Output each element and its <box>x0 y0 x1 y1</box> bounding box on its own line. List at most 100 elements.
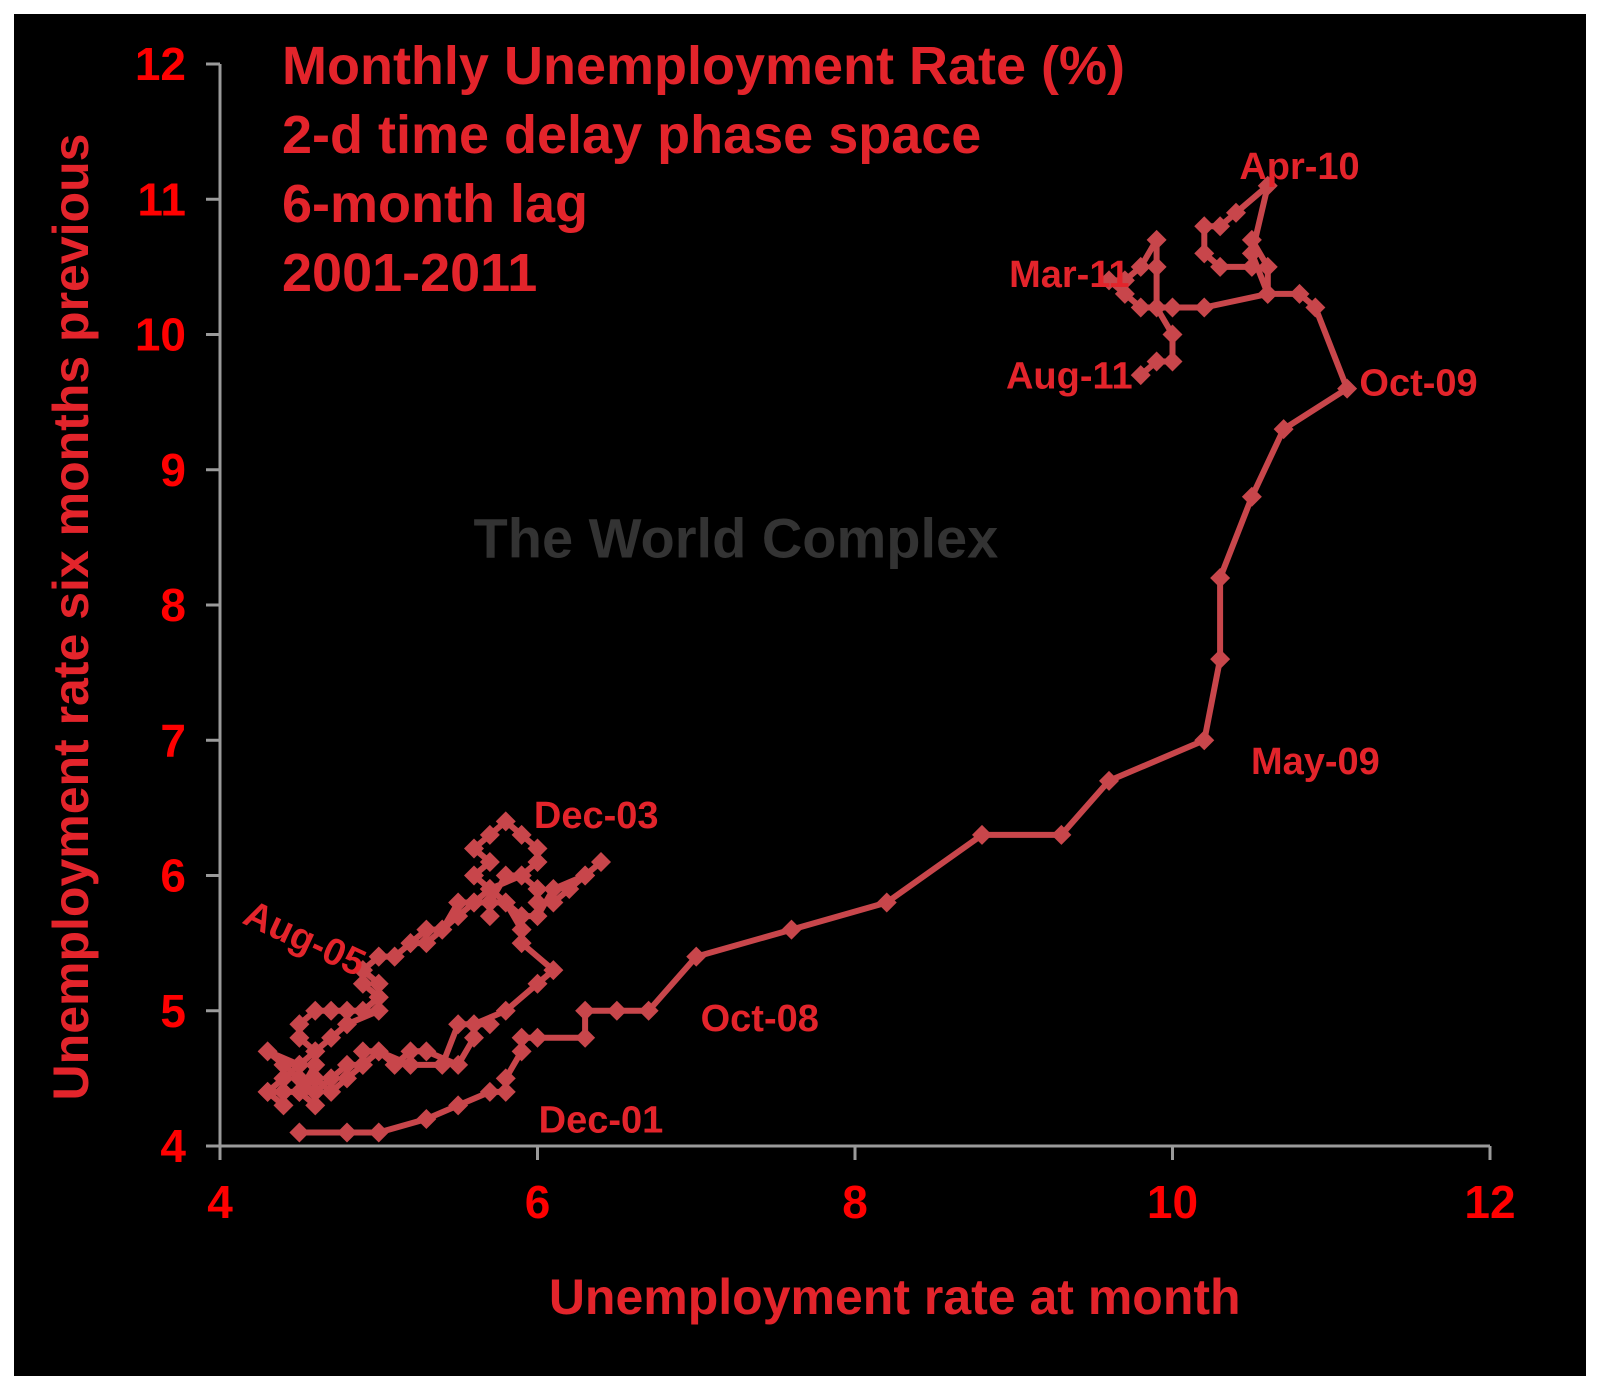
data-point-marker <box>1114 270 1135 291</box>
data-point-marker <box>337 1014 357 1035</box>
data-point-marker <box>575 1027 596 1048</box>
data-point-marker <box>479 879 500 900</box>
data-point-marker <box>575 865 596 886</box>
data-point-marker <box>305 1041 326 1062</box>
data-point-marker <box>527 851 548 872</box>
title-line-1: Monthly Unemployment Rate (%) <box>282 36 1125 96</box>
x-tick-label: 12 <box>1464 1176 1515 1228</box>
x-tick-label: 4 <box>207 1176 233 1228</box>
data-point-marker <box>1210 649 1231 670</box>
y-tick-label: 11 <box>137 173 186 225</box>
data-point-marker <box>273 1054 294 1075</box>
y-axis-title: Unemployment rate six months previous <box>43 134 99 1101</box>
data-point-marker <box>511 824 532 845</box>
data-point-marker <box>368 1122 389 1143</box>
data-point-marker <box>384 1054 405 1075</box>
y-tick-label: 6 <box>160 850 186 902</box>
data-point-marker <box>1130 297 1151 318</box>
data-point-marker <box>1162 351 1183 372</box>
data-point-marker <box>511 1027 532 1048</box>
data-point-marker <box>527 1027 548 1048</box>
annotation-label: Aug-05 <box>237 893 371 985</box>
data-point-marker <box>400 1054 421 1075</box>
data-point-marker <box>495 892 516 913</box>
data-point-marker <box>543 879 564 900</box>
data-point-marker <box>1194 730 1215 751</box>
data-point-marker <box>1241 486 1262 507</box>
data-point-marker <box>337 1000 357 1021</box>
data-point-marker <box>448 1014 469 1035</box>
data-point-marker <box>416 919 437 940</box>
data-point-marker <box>511 906 532 927</box>
data-point-marker <box>257 1041 278 1062</box>
data-point-marker <box>1194 216 1215 237</box>
chart-frame: The World Complex 4 5 6 7 8 9 10 11 12 4 6 8 10 12 Une… <box>14 14 1586 1376</box>
data-point-marker <box>305 1068 326 1089</box>
data-point-marker <box>273 1081 294 1102</box>
data-point-marker <box>527 892 548 913</box>
data-point-marker <box>686 946 707 967</box>
x-axis-title: Unemployment rate at month <box>549 1269 1241 1325</box>
data-point-marker <box>352 1000 373 1021</box>
data-point-marker <box>1210 567 1231 588</box>
data-point-marker <box>638 1000 659 1021</box>
data-point-marker <box>1337 378 1358 399</box>
data-point-marker <box>448 1054 469 1075</box>
title-line-4: 2001-2011 <box>282 243 537 303</box>
data-point-marker <box>527 838 548 859</box>
data-point-marker <box>495 1000 516 1021</box>
data-point-marker <box>1241 256 1262 277</box>
data-point-marker <box>575 1000 596 1021</box>
data-point-marker <box>559 879 580 900</box>
data-point-marker <box>781 919 802 940</box>
data-point-marker <box>479 851 500 872</box>
data-point-marker <box>257 1081 278 1102</box>
data-point-marker <box>1099 270 1119 291</box>
x-tick-label: 8 <box>842 1176 868 1228</box>
data-point-marker <box>1273 419 1294 440</box>
data-point-marker <box>495 1068 516 1089</box>
data-point-marker <box>368 1000 389 1021</box>
data-point-marker <box>1146 229 1167 250</box>
data-point-marker <box>1257 175 1278 196</box>
data-point-marker <box>352 973 373 994</box>
data-point-marker <box>448 892 469 913</box>
watermark-text: The World Complex <box>474 506 999 569</box>
data-point-marker <box>448 906 469 927</box>
data-point-marker <box>495 865 516 886</box>
annotation-label: Dec-01 <box>539 1099 664 1141</box>
data-point-marker <box>305 1081 326 1102</box>
data-point-marker <box>289 1054 310 1075</box>
data-point-marker <box>321 1027 342 1048</box>
phase-space-chart: The World Complex 4 5 6 7 8 9 10 11 12 4 6 8 10 12 Une… <box>43 36 1516 1325</box>
data-point-marker <box>416 933 437 954</box>
data-point-marker <box>416 1108 437 1129</box>
data-point-marker <box>479 906 500 927</box>
data-point-marker <box>289 1122 310 1143</box>
y-tick-label: 7 <box>160 714 186 766</box>
data-point-marker <box>1194 297 1215 318</box>
data-point-marker <box>400 933 421 954</box>
data-point-marker <box>464 1014 484 1035</box>
data-point-marker <box>464 865 484 886</box>
y-tick-label: 10 <box>135 309 186 361</box>
data-point-marker <box>1114 283 1135 304</box>
data-point-marker <box>1289 283 1310 304</box>
data-point-marker <box>321 1081 342 1102</box>
data-point-marker <box>305 1095 326 1116</box>
data-point-marker <box>1194 243 1215 264</box>
data-point-marker <box>591 851 611 872</box>
data-point-marker <box>352 960 373 981</box>
data-point-marker <box>432 1054 453 1075</box>
data-point-marker <box>464 892 484 913</box>
data-point-marker <box>1305 297 1326 318</box>
data-point-marker <box>321 1068 342 1089</box>
x-tick-label: 10 <box>1147 1176 1198 1228</box>
data-point-marker <box>289 1068 310 1089</box>
data-point-marker <box>479 892 500 913</box>
data-point-marker <box>1162 324 1183 345</box>
annotation-label: Oct-09 <box>1359 362 1477 404</box>
data-point-marker <box>972 824 992 845</box>
data-point-marker <box>543 960 564 981</box>
data-point-marker <box>289 1081 310 1102</box>
